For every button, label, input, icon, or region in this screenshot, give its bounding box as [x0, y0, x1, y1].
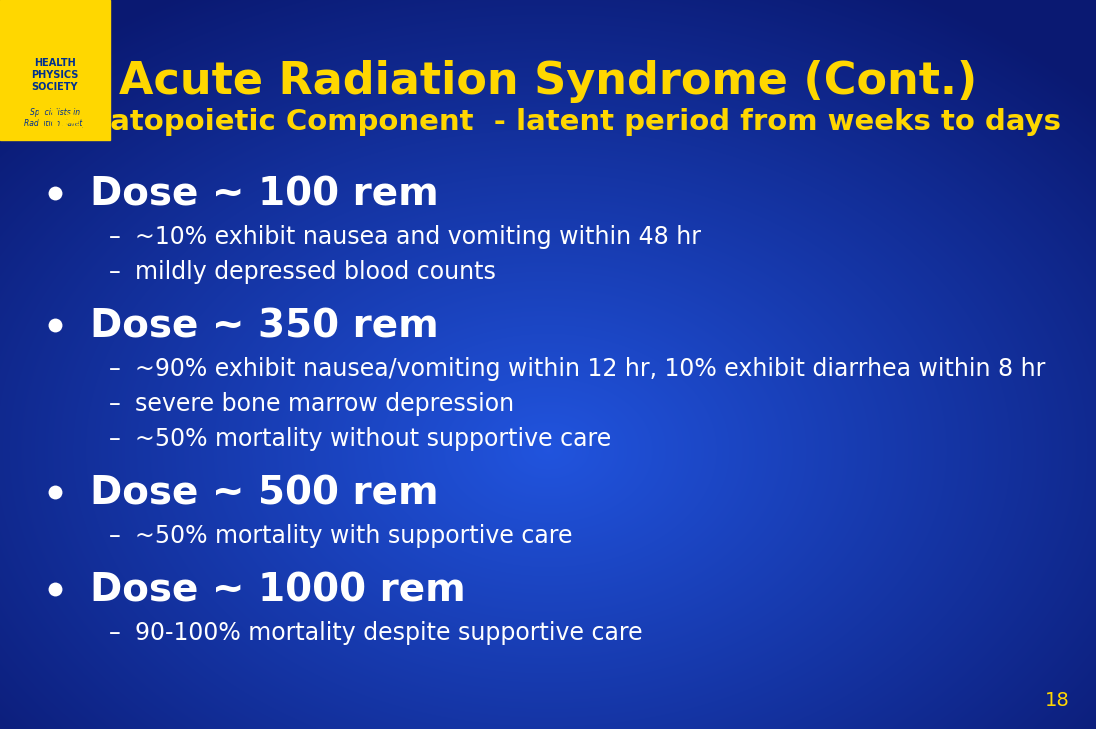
Text: Specialists in
Radiation Safety: Specialists in Radiation Safety: [23, 109, 87, 128]
Text: HEALTH
PHYSICS
SOCIETY: HEALTH PHYSICS SOCIETY: [32, 58, 79, 92]
Text: Dose ~ 350 rem: Dose ~ 350 rem: [90, 307, 438, 345]
Text: Hematopoietic Component  - latent period from weeks to days: Hematopoietic Component - latent period …: [35, 108, 1061, 136]
Text: –: –: [110, 621, 121, 645]
Text: Acute Radiation Syndrome (Cont.): Acute Radiation Syndrome (Cont.): [118, 60, 978, 103]
Text: severe bone marrow depression: severe bone marrow depression: [135, 392, 514, 416]
Text: ~50% mortality with supportive care: ~50% mortality with supportive care: [135, 524, 572, 548]
Text: Dose ~ 100 rem: Dose ~ 100 rem: [90, 175, 438, 213]
Text: mildly depressed blood counts: mildly depressed blood counts: [135, 260, 495, 284]
Text: –: –: [110, 524, 121, 548]
Text: ~50% mortality without supportive care: ~50% mortality without supportive care: [135, 427, 612, 451]
Text: Dose ~ 1000 rem: Dose ~ 1000 rem: [90, 571, 466, 609]
Text: 90-100% mortality despite supportive care: 90-100% mortality despite supportive car…: [135, 621, 642, 645]
Text: –: –: [110, 357, 121, 381]
Bar: [0, 0, 110, 140]
Text: ~90% exhibit nausea/vomiting within 12 hr, 10% exhibit diarrhea within 8 hr: ~90% exhibit nausea/vomiting within 12 h…: [135, 357, 1046, 381]
Text: –: –: [110, 260, 121, 284]
Text: 18: 18: [1046, 691, 1070, 710]
Text: ~10% exhibit nausea and vomiting within 48 hr: ~10% exhibit nausea and vomiting within …: [135, 225, 701, 249]
Text: –: –: [110, 427, 121, 451]
Text: –: –: [110, 392, 121, 416]
Text: Dose ~ 500 rem: Dose ~ 500 rem: [90, 474, 438, 512]
Text: –: –: [110, 225, 121, 249]
